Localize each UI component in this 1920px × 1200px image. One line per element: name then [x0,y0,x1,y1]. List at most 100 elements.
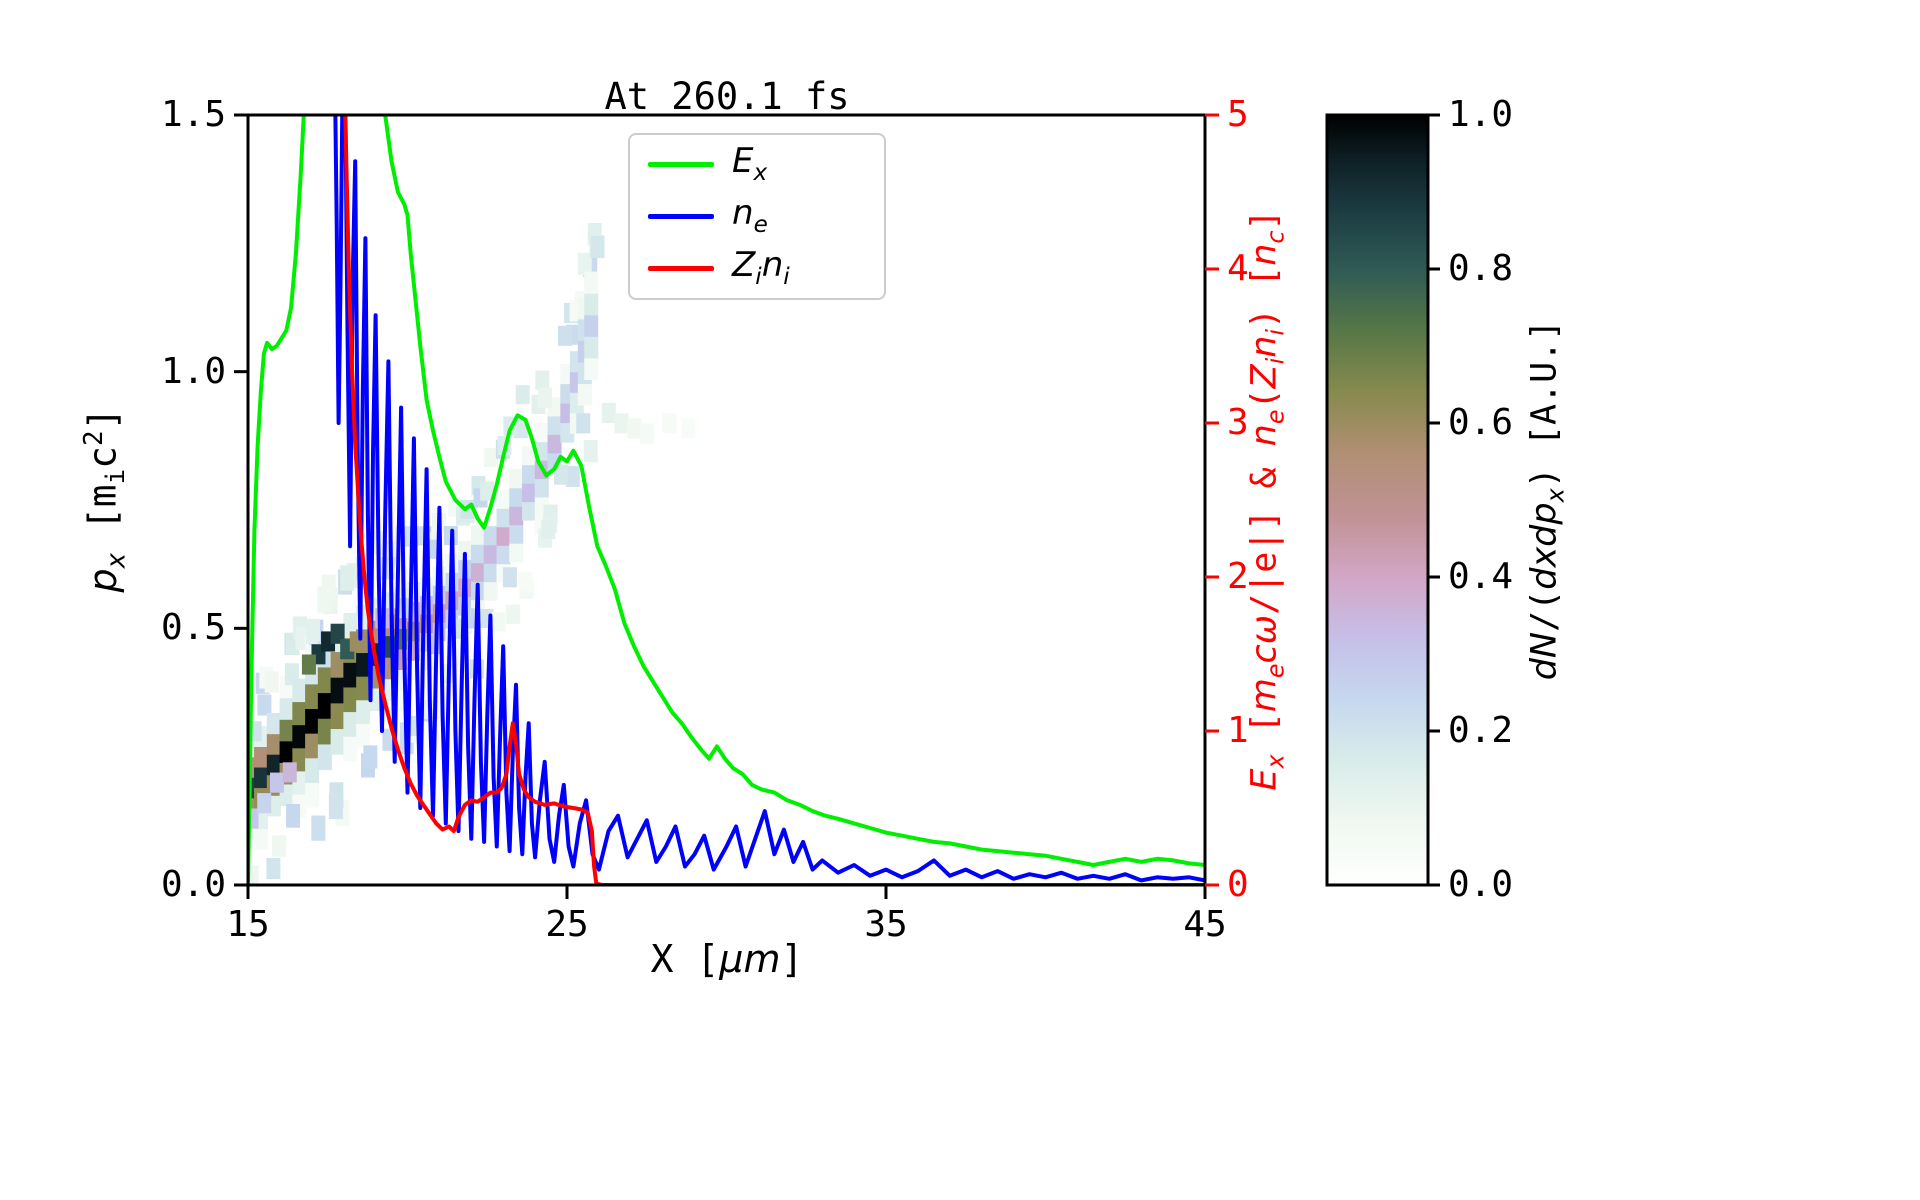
heatmap-cell [509,524,524,544]
heatmap-cell [483,581,498,601]
heatmap-cell [583,440,598,463]
heatmap-cell [537,387,552,408]
heatmap-cell [356,676,371,701]
heatmap-cell [584,293,599,316]
heatmap-cell [292,678,307,703]
heatmap-cell [305,708,320,734]
heatmap-cell [254,766,269,789]
heatmap-cell [363,745,378,769]
heatmap-cell [681,418,696,439]
heatmap-cell [340,565,355,591]
heatmap-cell [248,866,253,885]
heatmap-cell [317,743,332,771]
heatmap-cell [330,728,345,755]
heatmap-cell [590,235,605,259]
heatmap-cell [248,818,256,840]
heatmap-cell [266,857,281,880]
heatmap-cell [330,623,345,644]
heatmap-cell [565,465,580,487]
curve-ne [333,115,1205,883]
heatmap-cell [282,762,297,783]
heatmap-cell [483,563,498,583]
heatmap-cell [614,413,629,434]
heatmap-cell [534,478,549,498]
heatmap-cell [509,506,524,526]
heatmap-cell [343,736,358,762]
heatmap-cell [470,562,485,582]
heatmap-cell [522,501,537,521]
heatmap-cell [506,604,521,624]
heatmap-cell [470,544,485,564]
heatmap-cell [279,740,294,763]
heatmap-cell [584,314,599,337]
heatmap-cell [248,808,259,829]
heatmap-cell [662,413,677,434]
heatmap-cell [270,772,285,793]
heatmap-cell [286,803,301,828]
heatmap-cell [305,618,320,645]
heatmap-cell [317,718,332,745]
heatmap-cell [266,754,281,776]
heatmap-cell [248,865,259,885]
heatmap-cell [515,385,530,405]
heatmap-cell [601,402,616,424]
heatmap-cell [328,792,343,820]
heatmap-cell [547,415,562,435]
curves-layer [248,115,1205,885]
heatmap-cell [356,699,371,724]
heatmap-cell [518,572,533,592]
heatmap-cell [356,652,371,677]
heatmap-cell [257,793,272,814]
heatmap-cell [317,666,332,694]
heatmap-cell [330,677,345,704]
heatmap-cell [279,719,294,742]
heatmap-cell [305,683,320,710]
heatmap-cell [343,662,358,688]
heatmap-cell [584,271,599,294]
heatmap-cell [484,447,499,467]
heatmap-cell [522,483,537,503]
heatmap-cell [558,325,573,346]
heatmap-cell [553,464,568,485]
heatmap-cell [640,423,655,444]
heatmap-cell [257,694,272,716]
heatmap-cell [317,586,332,613]
heatmap-cell [301,654,316,675]
heatmap-cell [266,713,281,735]
heatmap-cell [522,446,537,466]
heatmap-cell [343,711,358,737]
heatmap-cell [496,489,511,509]
heatmap-cell [279,697,294,720]
heatmap-cell [356,723,371,748]
heatmap-cell [305,757,320,783]
heatmap-cell [343,686,358,713]
heatmap-cell [292,701,307,726]
heatmap-cell [502,567,517,588]
heatmap-cell [483,526,498,546]
heatmap-cell [535,370,550,390]
curve-ex [248,115,1205,884]
heatmap-cell [458,541,473,561]
heatmap-cell [496,545,511,565]
heatmap-cell [584,357,599,380]
heatmap-cell [541,519,556,540]
heatmap-cell [305,733,320,759]
heatmap-cell [330,702,345,730]
heatmap-cell [483,544,498,564]
heatmap-cell [627,418,642,439]
heatmap-layer [248,223,696,885]
colorbar [1325,113,1430,887]
heatmap-cell [272,835,287,857]
heatmap-cell [305,782,320,808]
heatmap-cell [254,828,269,850]
heatmap-cell [576,413,591,434]
heatmap-cell [509,487,524,507]
heatmap-cell [496,508,511,528]
heatmap-cell [254,746,269,768]
heatmap-cell [311,815,326,841]
heatmap-cell [496,526,511,546]
heatmap-cell [509,543,524,563]
heatmap-cell [317,692,332,719]
